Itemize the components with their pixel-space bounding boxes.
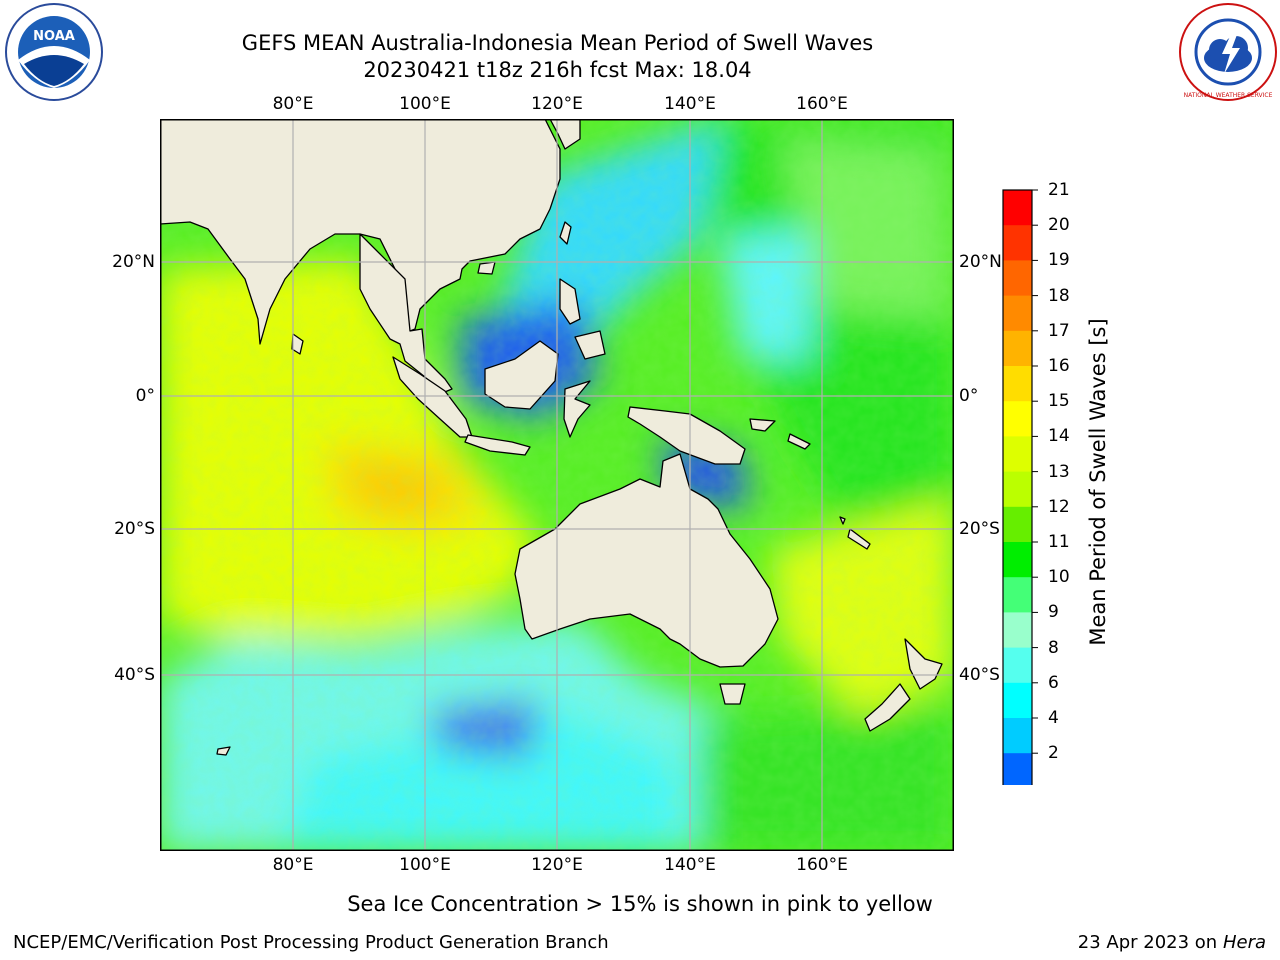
land-kerguelen	[216, 746, 231, 756]
lon-label-bottom-100e: 100°E	[399, 855, 451, 875]
colorbar-tick-label: 12	[1048, 496, 1070, 517]
land-new-britain	[749, 418, 776, 432]
land-tasmania	[719, 683, 746, 705]
footer-credit: NCEP/EMC/Verification Post Processing Pr…	[13, 932, 609, 953]
land-new-guinea	[627, 406, 746, 465]
colorbar-tick-label: 21	[1048, 180, 1070, 200]
noaa-logo: NOAA	[4, 2, 104, 102]
land-mindanao	[574, 330, 606, 360]
lon-label-bottom-140e: 140°E	[664, 855, 716, 875]
lat-label-right-20s: 20°S	[959, 519, 1000, 539]
land-sumatra	[392, 356, 473, 438]
colorbar-tick-label: 8	[1048, 637, 1059, 658]
colorbar-label: Mean Period of Swell Waves [s]	[1086, 318, 1110, 646]
colorbar-segment	[1003, 682, 1032, 719]
footer-host: Hera	[1222, 932, 1266, 953]
sea-ice-note: Sea Ice Concentration > 15% is shown in …	[347, 892, 933, 916]
colorbar-segment	[1003, 753, 1032, 785]
map-frame	[160, 119, 954, 851]
footer-date: 23 Apr 2023 on Hera	[1078, 932, 1266, 954]
colorbar-segment	[1003, 401, 1032, 437]
land-australia	[514, 453, 779, 668]
nws-logo: NATIONAL WEATHER SERVICE	[1178, 2, 1278, 102]
graticule	[160, 119, 954, 851]
colorbar-tick-label: 20	[1048, 215, 1070, 236]
colorbar-tick-label: 18	[1048, 285, 1070, 306]
colorbar-segment	[1003, 225, 1032, 261]
lon-label-bottom-120e: 120°E	[531, 855, 583, 875]
lat-label-left-0: 0°	[135, 386, 155, 406]
lon-label-top-140e: 140°E	[664, 94, 716, 114]
swell-period-map	[160, 119, 954, 851]
noaa-logo-text: NOAA	[33, 29, 75, 44]
lon-label-top-80e: 80°E	[272, 94, 314, 114]
colorbar-tick-label: 13	[1048, 461, 1070, 482]
lon-label-top-100e: 100°E	[399, 94, 451, 114]
colorbar-segment	[1003, 577, 1032, 613]
colorbar-tick-label: 6	[1048, 672, 1059, 693]
colorbar-frame	[1002, 189, 1033, 785]
title-line-2: 20230421 t18z 216h fcst Max: 18.04	[363, 58, 752, 82]
colorbar-segment	[1003, 330, 1032, 367]
land-nz-north	[904, 638, 943, 690]
colorbar	[1002, 189, 1038, 785]
land-masses	[160, 119, 943, 756]
land-luzon	[559, 278, 581, 325]
colorbar-tick-label: 11	[1048, 532, 1070, 552]
colorbar-segment	[1003, 190, 1032, 226]
colorbar-tick-label: 9	[1048, 602, 1059, 623]
lon-label-bottom-160e: 160°E	[796, 855, 848, 875]
lat-label-right-0: 0°	[959, 386, 979, 406]
colorbar-segment	[1003, 436, 1032, 473]
colorbar-tick-label: 2	[1048, 743, 1059, 764]
lon-label-bottom-80e: 80°E	[272, 855, 314, 875]
land-sri-lanka	[291, 333, 304, 355]
lon-label-top-160e: 160°E	[796, 94, 848, 114]
nws-logo-text: NATIONAL WEATHER SERVICE	[1184, 92, 1273, 99]
title-line-1: GEFS MEAN Australia-Indonesia Mean Perio…	[241, 31, 874, 55]
land-vanuatu	[839, 516, 846, 525]
colorbar-segment	[1003, 542, 1032, 578]
colorbar-segment	[1003, 471, 1032, 508]
colorbar-tick-label: 4	[1048, 708, 1059, 728]
land-hainan	[477, 261, 496, 275]
land-new-caledonia	[847, 528, 871, 550]
colorbar-segment	[1003, 718, 1032, 754]
colorbar-segment	[1003, 647, 1032, 684]
land-java	[464, 434, 531, 456]
land-borneo	[484, 340, 559, 410]
colorbar-tick-label: 14	[1048, 426, 1070, 447]
lat-label-left-20n: 20°N	[112, 252, 155, 272]
land-taiwan	[559, 221, 572, 245]
colorbar-tick-label: 15	[1048, 391, 1070, 412]
land-nz-south	[864, 683, 911, 732]
colorbar-tick-label: 17	[1048, 320, 1070, 341]
colorbar-tick-label: 10	[1048, 567, 1070, 588]
lat-label-left-20s: 20°S	[114, 519, 155, 539]
colorbar-tick-label: 19	[1048, 250, 1070, 271]
colorbar-segment	[1003, 506, 1032, 543]
lat-label-left-40s: 40°S	[114, 665, 155, 685]
land-solomon	[787, 433, 811, 450]
colorbar-segment	[1003, 260, 1032, 297]
colorbar-tick-label: 16	[1048, 356, 1070, 376]
colorbar-segment	[1003, 612, 1032, 649]
land-sulawesi	[563, 380, 591, 438]
footer-date-text: 23 Apr 2023 on	[1077, 932, 1223, 953]
colorbar-segment	[1003, 295, 1032, 332]
lon-label-top-120e: 120°E	[531, 94, 583, 114]
lat-label-right-40s: 40°S	[959, 665, 1000, 685]
lat-label-right-20n: 20°N	[959, 252, 1002, 272]
colorbar-segment	[1003, 366, 1032, 402]
